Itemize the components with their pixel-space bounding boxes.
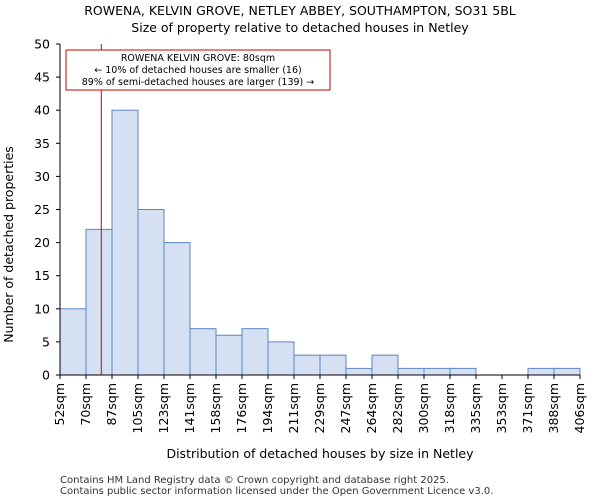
x-tick-label: 123sqm [156, 383, 171, 433]
x-tick-label: 388sqm [546, 383, 561, 433]
x-tick-label: 158sqm [208, 383, 223, 433]
bar [527, 367, 555, 376]
y-axis-title: Number of detached properties [1, 146, 16, 343]
bar [189, 328, 217, 376]
y-tick-label: 20 [34, 235, 50, 250]
y-tick-label: 35 [34, 136, 50, 151]
x-tick-label: 264sqm [364, 383, 379, 433]
annotation-box [65, 49, 331, 91]
y-tick-label: 30 [34, 169, 50, 184]
chart-subtitle: Size of property relative to detached ho… [131, 20, 469, 35]
x-tick-label: 300sqm [416, 383, 431, 433]
footer-line-2: Contains public sector information licen… [60, 486, 494, 497]
x-tick-label: 247sqm [338, 383, 353, 433]
bar [397, 367, 425, 376]
annotation-line-3: 89% of semi-detached houses are larger (… [82, 77, 315, 88]
annotation-line-1: ROWENA KELVIN GROVE: 80sqm [121, 53, 275, 64]
x-tick-label: 211sqm [286, 383, 301, 433]
annotation-line-2: ← 10% of detached houses are smaller (16… [94, 65, 301, 76]
y-tick-label: 10 [34, 301, 50, 316]
bar [241, 328, 269, 376]
x-tick-label: 52sqm [52, 383, 67, 426]
x-tick-label: 229sqm [312, 383, 327, 433]
x-tick-label: 70sqm [78, 383, 93, 426]
x-tick-label: 335sqm [468, 383, 483, 433]
x-tick-label: 353sqm [494, 383, 509, 433]
x-tick-label: 87sqm [104, 383, 119, 426]
x-tick-label: 318sqm [442, 383, 457, 433]
y-tick-label: 0 [42, 368, 50, 383]
bar [85, 228, 113, 376]
bar [163, 242, 191, 376]
y-tick-label: 40 [34, 103, 50, 118]
bar [267, 341, 295, 376]
y-tick-label: 45 [34, 70, 50, 85]
x-tick-label: 371sqm [520, 383, 535, 433]
bar [137, 209, 165, 376]
bar [111, 109, 139, 376]
x-tick-label: 282sqm [390, 383, 405, 433]
x-tick-label: 141sqm [182, 383, 197, 433]
x-tick-label: 406sqm [572, 383, 587, 433]
x-tick-label: 194sqm [260, 383, 275, 433]
x-tick-label: 105sqm [130, 383, 145, 433]
bar [553, 367, 581, 376]
y-tick-label: 25 [34, 202, 50, 217]
bar [371, 354, 399, 376]
x-axis-title: Distribution of detached houses by size … [166, 446, 474, 461]
bar [423, 367, 451, 376]
footer-line-1: Contains HM Land Registry data © Crown c… [60, 475, 449, 486]
bar [215, 334, 243, 376]
y-tick-label: 5 [42, 334, 50, 349]
chart-title: ROWENA, KELVIN GROVE, NETLEY ABBEY, SOUT… [84, 3, 516, 18]
bar [345, 367, 373, 376]
y-tick-label: 15 [34, 268, 50, 283]
x-tick-label: 176sqm [234, 383, 249, 433]
bar [319, 354, 347, 376]
bar [293, 354, 321, 376]
bar [59, 308, 87, 376]
bar [449, 367, 477, 376]
y-tick-label: 50 [34, 37, 50, 52]
